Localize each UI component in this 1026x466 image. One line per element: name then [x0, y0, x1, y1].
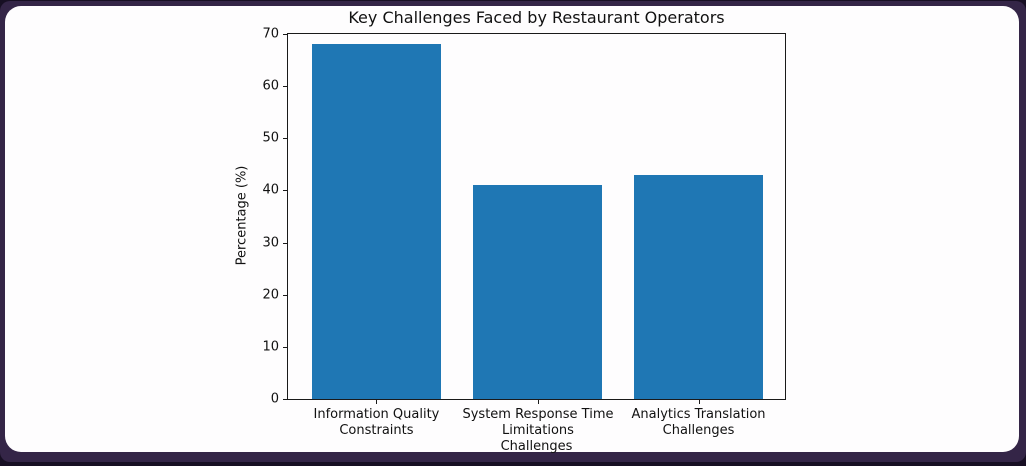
figure-canvas: Key Challenges Faced by Restaurant Opera…: [5, 6, 1019, 454]
y-tick-label-60: 60: [262, 78, 279, 94]
bar-2: [634, 174, 764, 399]
y-tick-label-20: 20: [262, 287, 279, 303]
plot-area: Percentage (%) Information Quality Const…: [235, 27, 786, 438]
x-tick-label-0: Information Quality Constraints: [313, 407, 440, 439]
x-tick-label-1: System Response Time Limitations: [462, 407, 614, 439]
x-tick-mark-2: [698, 400, 700, 404]
y-tick-label-50: 50: [262, 130, 279, 146]
y-tick-label-40: 40: [262, 182, 279, 198]
x-tick-mark-1: [537, 400, 539, 404]
y-tick-label-10: 10: [262, 339, 279, 355]
bar-chart-figure: Key Challenges Faced by Restaurant Opera…: [5, 6, 1019, 454]
bar-1: [473, 185, 603, 399]
y-tick-label-0: 0: [270, 391, 279, 407]
y-tick-mark-60: [283, 86, 287, 88]
bar-0: [311, 44, 441, 399]
y-tick-mark-40: [283, 190, 287, 192]
x-axis-label: Challenges: [500, 439, 573, 454]
y-tick-mark-50: [283, 138, 287, 140]
y-axis-label: Percentage (%): [234, 165, 250, 265]
y-tick-mark-20: [283, 294, 287, 296]
y-tick-mark-30: [283, 242, 287, 244]
x-tick-label-2: Analytics Translation Challenges: [631, 407, 766, 439]
chart-title: Key Challenges Faced by Restaurant Opera…: [348, 8, 725, 27]
y-tick-label-70: 70: [262, 26, 279, 42]
y-tick-label-30: 30: [262, 235, 279, 251]
x-tick-mark-0: [376, 400, 378, 404]
y-tick-mark-70: [283, 34, 287, 35]
y-tick-mark-10: [283, 346, 287, 348]
y-tick-mark-0: [283, 399, 287, 400]
